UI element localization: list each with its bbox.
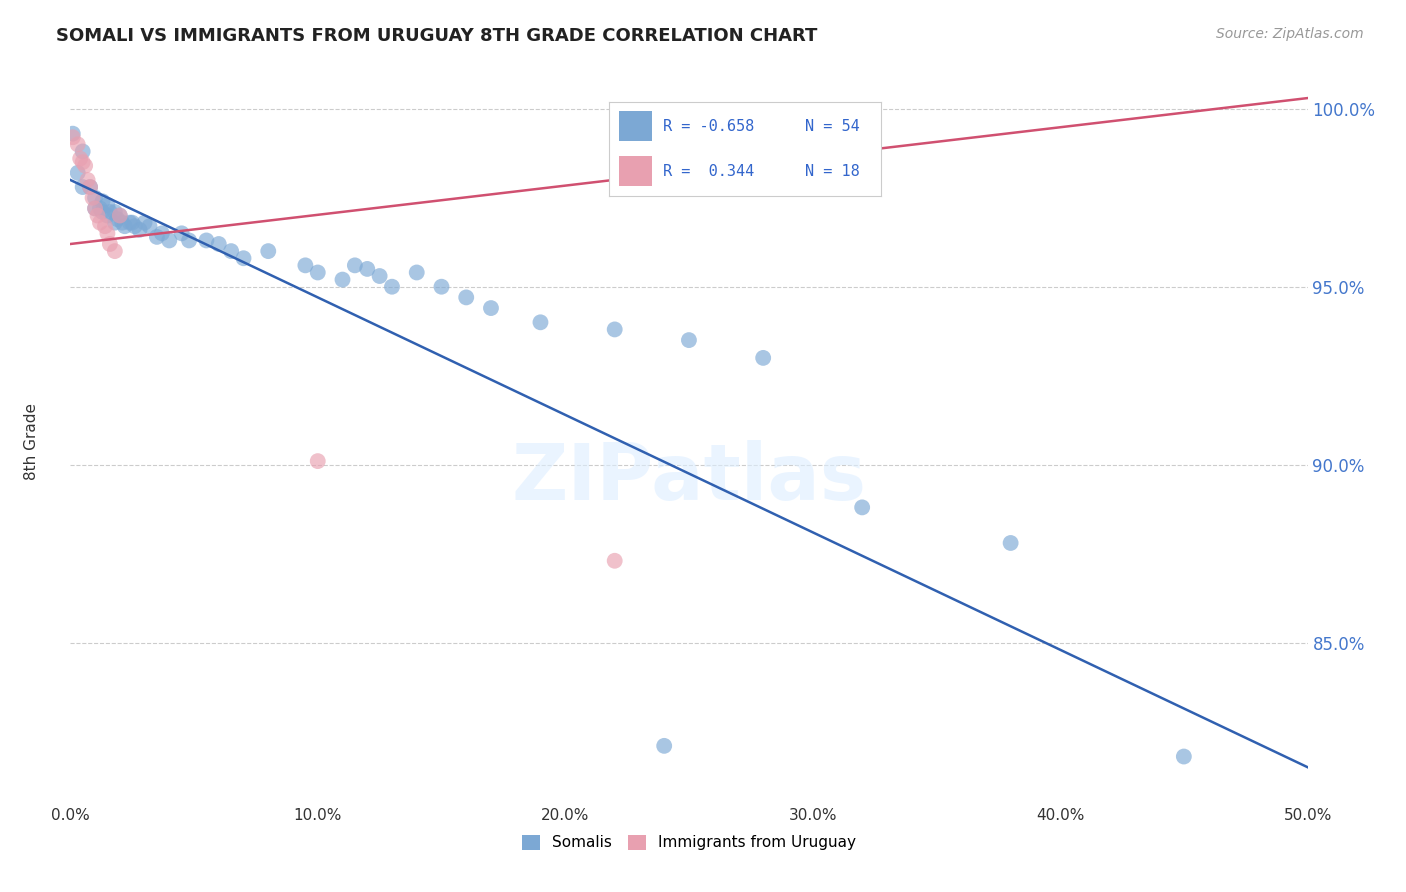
Point [108, 209, 131, 223]
Point [332, 272, 354, 286]
Point [150, 227, 173, 241]
Point [678, 333, 700, 347]
Point [84, 202, 107, 216]
Point [96, 227, 118, 241]
Point [456, 290, 478, 304]
Point [82, 191, 104, 205]
Point [96, 198, 118, 212]
Point [124, 219, 146, 234]
Point [128, 223, 150, 237]
Point [146, 230, 169, 244]
Point [108, 209, 131, 223]
Legend: Somalis, Immigrants from Uruguay: Somalis, Immigrants from Uruguay [516, 829, 862, 856]
Point [134, 216, 156, 230]
Point [121, 216, 143, 230]
Text: ZIPatlas: ZIPatlas [512, 440, 866, 516]
Point [307, 454, 329, 468]
Text: Source: ZipAtlas.com: Source: ZipAtlas.com [1216, 27, 1364, 41]
Point [72, 155, 94, 169]
Point [72, 180, 94, 194]
Point [170, 227, 193, 241]
Point [104, 244, 127, 259]
Point [62, 127, 84, 141]
Point [79, 180, 101, 194]
Point [1173, 749, 1195, 764]
Point [1000, 536, 1022, 550]
Point [479, 301, 502, 315]
Point [79, 180, 101, 194]
Point [157, 234, 180, 248]
Point [603, 322, 626, 336]
Point [62, 130, 84, 145]
Point [98, 205, 121, 219]
Point [257, 244, 280, 259]
Point [86, 209, 108, 223]
Point [603, 554, 626, 568]
Point [75, 159, 97, 173]
Point [111, 216, 134, 230]
Point [118, 216, 141, 230]
Point [104, 216, 127, 230]
Point [96, 209, 118, 223]
Point [208, 237, 231, 252]
Point [294, 258, 316, 272]
Point [104, 205, 127, 219]
Point [851, 500, 873, 515]
Point [219, 244, 242, 259]
Point [91, 194, 114, 209]
Point [652, 739, 675, 753]
Point [89, 216, 111, 230]
Point [91, 205, 114, 219]
Point [752, 351, 775, 365]
Text: SOMALI VS IMMIGRANTS FROM URUGUAY 8TH GRADE CORRELATION CHART: SOMALI VS IMMIGRANTS FROM URUGUAY 8TH GR… [56, 27, 818, 45]
Point [343, 258, 366, 272]
Point [195, 234, 218, 248]
Point [105, 212, 128, 227]
Point [307, 265, 329, 279]
Point [430, 279, 453, 293]
Point [114, 219, 136, 234]
Point [76, 173, 98, 187]
Point [84, 191, 107, 205]
Point [138, 219, 160, 234]
Point [232, 252, 254, 266]
Point [89, 202, 111, 216]
Point [368, 268, 391, 283]
Point [177, 234, 200, 248]
Point [405, 265, 427, 279]
Point [69, 152, 91, 166]
Y-axis label: 8th Grade: 8th Grade [24, 403, 39, 480]
Point [356, 261, 378, 276]
Point [66, 166, 89, 180]
Point [94, 219, 117, 234]
Point [84, 202, 107, 216]
Point [66, 137, 89, 152]
Point [529, 315, 551, 329]
Point [381, 279, 404, 293]
Point [72, 145, 94, 159]
Point [98, 237, 121, 252]
